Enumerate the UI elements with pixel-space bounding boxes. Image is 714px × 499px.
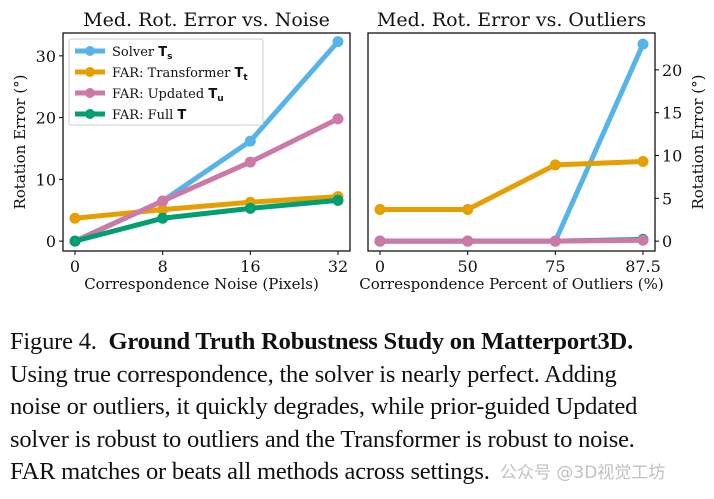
chart-title: Med. Rot. Error vs. Noise — [83, 9, 330, 31]
data-point-transformer — [462, 203, 474, 215]
legend-symbol: T — [158, 45, 167, 60]
data-point-solver — [637, 38, 649, 50]
x-tick-label: 50 — [457, 257, 477, 276]
legend-subscript: t — [243, 73, 248, 83]
plot-frame — [367, 32, 656, 252]
data-point-updated — [332, 113, 344, 125]
data-point-updated — [462, 235, 474, 247]
legend-label-updated: FAR: Updated Tu — [112, 87, 224, 104]
data-point-solver — [244, 135, 256, 147]
data-point-full — [157, 212, 169, 224]
caption-title: Ground Truth Robustness Study on Matterp… — [108, 328, 628, 355]
y-tick-label: 5 — [662, 189, 672, 208]
caption-line-1: Figure 4. Ground Truth Robustness Study … — [10, 328, 633, 355]
data-point-updated — [157, 195, 169, 207]
legend-symbol: T — [234, 66, 243, 81]
legend-marker-transformer — [85, 67, 95, 77]
legend-symbol: T — [208, 87, 217, 102]
legend-marker-updated — [85, 88, 95, 98]
y-tick-label: 0 — [46, 232, 56, 251]
x-tick-label: 75 — [545, 257, 565, 276]
y-tick-label: 20 — [662, 61, 682, 80]
data-point-updated — [637, 234, 649, 246]
watermark: 公众号 @3D视觉工坊 — [500, 463, 666, 483]
series-line-updated — [73, 116, 340, 244]
figure-charts: Med. Rot. Error vs. Noise 0 8 16 32 Correspon… — [11, 9, 707, 293]
data-point-updated — [374, 235, 386, 247]
legend-marker-full — [85, 109, 95, 119]
y-tick-label: 30 — [36, 47, 56, 66]
series-line-full — [74, 197, 339, 244]
data-point-solver — [332, 36, 344, 48]
legend-subscript: u — [217, 94, 223, 104]
legend-subscript: s — [167, 52, 172, 62]
caption-line: noise or outliers, it quickly degrades, … — [10, 393, 638, 420]
legend-marker-solver — [85, 46, 95, 56]
chart-1: Med. Rot. Error vs. Noise 0 8 16 32 Correspon… — [11, 9, 351, 293]
y-axis-label: Rotation Error (°) — [11, 74, 29, 209]
legend-label-full: FAR: Full T — [112, 108, 186, 123]
legend-box — [68, 38, 264, 126]
x-axis-label: Correspondence Percent of Outliers (%) — [359, 275, 664, 293]
y-tick-label: 20 — [36, 109, 56, 128]
data-point-transformer — [157, 204, 169, 216]
x-tick-label: 0 — [70, 257, 80, 276]
x-tick-label: 32 — [328, 257, 348, 276]
x-tick-label: 87.5 — [625, 257, 661, 276]
y-axis-label: Rotation Error (°) — [689, 74, 707, 209]
caption-line: FAR matches or beats all methods across … — [10, 458, 490, 485]
y-tick-label: 10 — [36, 170, 56, 189]
legend: Solver Ts FAR: Transformer Tt FAR: Updated… — [68, 38, 264, 126]
x-axis-label: Correspondence Noise (Pixels) — [84, 275, 319, 293]
data-point-transformer — [549, 159, 561, 171]
chart-title: Med. Rot. Error vs. Outliers — [377, 9, 646, 31]
data-point-full — [332, 194, 344, 206]
data-point-transformer — [637, 155, 649, 167]
data-point-transformer — [374, 203, 386, 215]
caption-line: Using true correspondence, the solver is… — [10, 360, 617, 388]
y-tick-label: 10 — [662, 146, 682, 165]
y-tick-label: 0 — [662, 232, 672, 251]
caption-label: Figure 4. — [10, 328, 97, 355]
legend-label-solver: Solver Ts — [112, 45, 173, 62]
legend-symbol: T — [177, 108, 186, 123]
series-line-transformer — [380, 158, 644, 212]
data-point-transformer — [69, 212, 81, 224]
x-tick-label: 16 — [240, 257, 260, 276]
y-tick-label: 15 — [662, 104, 682, 123]
data-point-full — [69, 235, 81, 247]
caption-line: solver is robust to outliers and the Tra… — [10, 425, 635, 453]
data-point-updated — [244, 156, 256, 168]
data-point-updated — [549, 235, 561, 247]
x-tick-label: 0 — [375, 257, 385, 276]
series-line-transformer — [74, 194, 339, 221]
legend-label-transformer: FAR: Transformer Tt — [112, 66, 248, 83]
series-line-updated — [380, 237, 644, 244]
figure-caption: Figure 4. Ground Truth Robustness Study … — [10, 326, 710, 489]
plot-frame — [62, 32, 351, 252]
x-tick-label: 8 — [158, 257, 168, 276]
data-point-full — [244, 202, 256, 214]
